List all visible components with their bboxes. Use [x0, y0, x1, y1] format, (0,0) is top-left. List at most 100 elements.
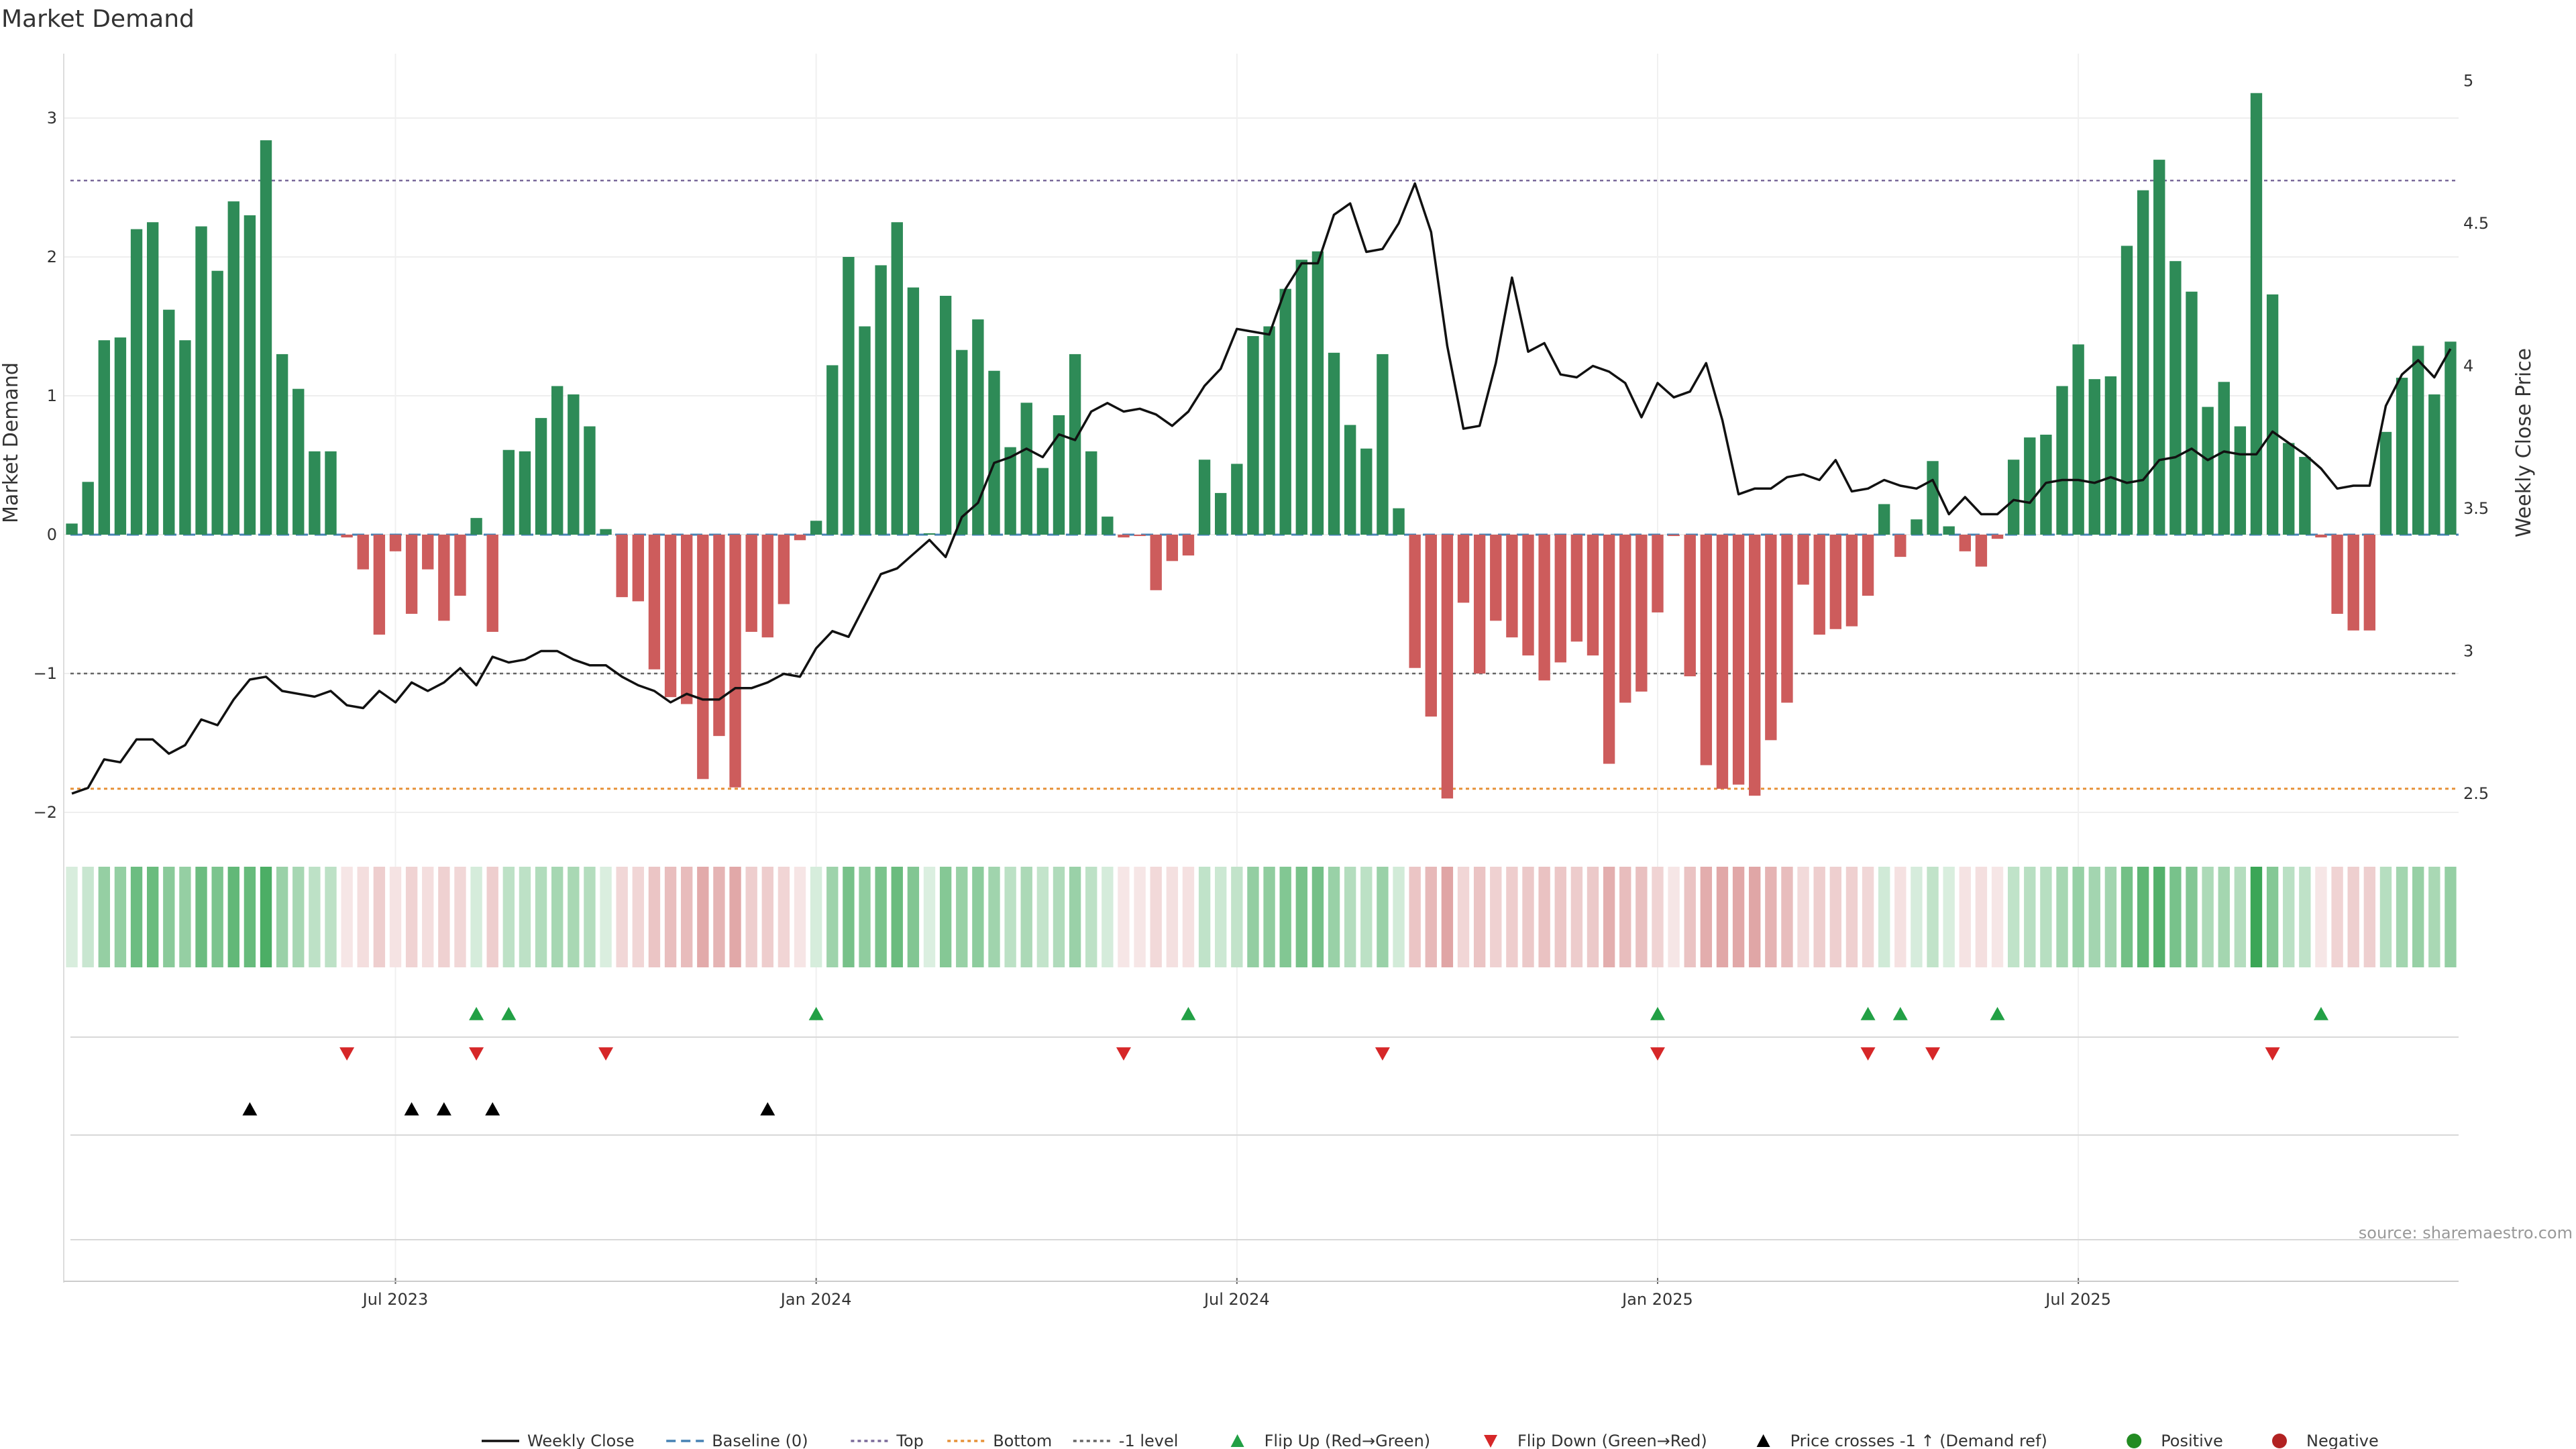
heat-cell: [1085, 867, 1097, 967]
heat-cell: [680, 867, 693, 967]
heat-cell: [1215, 867, 1227, 967]
demand-bar: [114, 337, 127, 535]
demand-bar: [1263, 326, 1275, 535]
heat-cell: [1166, 867, 1179, 967]
demand-bar: [729, 535, 741, 788]
demand-bar: [2412, 345, 2424, 535]
heat-cell: [843, 867, 855, 967]
heat-cell: [1829, 867, 1842, 967]
heat-cell: [114, 867, 127, 967]
heat-cell: [1360, 867, 1373, 967]
legend: Weekly Close Baseline (0) Top Bottom -1 leve…: [482, 1432, 2379, 1449]
heat-cell: [600, 867, 612, 967]
heat-cell: [66, 867, 78, 967]
demand-bar: [1328, 352, 1340, 535]
heat-cell: [260, 867, 272, 967]
heat-cell: [244, 867, 256, 967]
heat-cell: [794, 867, 806, 967]
heat-cell: [1134, 867, 1146, 967]
heat-cell: [923, 867, 936, 967]
heat-cell: [2266, 867, 2279, 967]
demand-bar: [486, 535, 498, 632]
demand-bar: [325, 451, 337, 535]
heat-cell: [1813, 867, 1825, 967]
demand-bar: [2104, 376, 2117, 535]
heat-cell: [745, 867, 757, 967]
heat-cell: [1490, 867, 1502, 967]
demand-bar: [1570, 535, 1583, 642]
flip-markers: [242, 1007, 2328, 1116]
demand-bar: [1991, 535, 2004, 539]
demand-bar: [2007, 460, 2020, 535]
heat-cell: [1441, 867, 1454, 967]
heat-cell: [729, 867, 741, 967]
y-axis-title: Market Demand: [0, 362, 23, 523]
demand-bar: [130, 229, 143, 535]
flip-up-marker: [1892, 1007, 1908, 1020]
demand-bar: [1457, 535, 1470, 603]
demand-bar: [1020, 402, 1032, 535]
heat-cell: [146, 867, 159, 967]
y-tick-label: 3: [47, 109, 57, 127]
heat-cell: [1522, 867, 1534, 967]
demand-bar: [438, 535, 450, 621]
demand-bar: [2363, 535, 2376, 631]
demand-bar: [1118, 535, 1130, 538]
price-cross-marker: [485, 1102, 500, 1116]
heat-cell: [82, 867, 94, 967]
demand-bar: [2121, 246, 2133, 535]
heat-cell: [2363, 867, 2376, 967]
demand-bar: [260, 140, 272, 535]
demand-bar: [1506, 535, 1518, 638]
demand-bar: [1311, 251, 1324, 535]
demand-bar: [1441, 535, 1454, 799]
demand-bars: [66, 93, 2457, 799]
y2-tick-label: 3.5: [2463, 499, 2489, 518]
weekly-close-line: [71, 182, 2452, 795]
demand-bar: [1797, 535, 1809, 585]
demand-bar: [1198, 460, 1211, 535]
heat-cell: [1716, 867, 1729, 967]
demand-bar: [2024, 437, 2036, 535]
demand-bar: [1166, 535, 1179, 561]
heat-cell: [697, 867, 709, 967]
demand-bar: [1215, 492, 1227, 535]
y2-tick-label: 5: [2463, 72, 2473, 91]
flip-down-marker: [1116, 1047, 1131, 1061]
flip-down-marker: [1925, 1047, 1941, 1061]
heat-cell: [2218, 867, 2230, 967]
flip-up-marker: [1990, 1007, 2005, 1020]
legend-swatch: [2272, 1434, 2287, 1448]
heat-cell: [2315, 867, 2327, 967]
heat-cell: [777, 867, 790, 967]
legend-item: Flip Up (Red→Green): [1230, 1432, 1430, 1449]
heat-cell: [309, 867, 321, 967]
heat-cell: [422, 867, 434, 967]
price-cross-marker: [404, 1102, 419, 1116]
legend-swatch: [2127, 1434, 2142, 1448]
x-tick-label: Jan 2024: [780, 1290, 852, 1309]
demand-bar: [1053, 415, 1065, 535]
chart-title: Market Demand: [1, 5, 195, 33]
heat-cell: [1603, 867, 1615, 967]
demand-bar: [309, 451, 321, 535]
heat-cell: [373, 867, 386, 967]
heat-cell: [875, 867, 887, 967]
heat-cell: [1765, 867, 1777, 967]
heat-cell: [1457, 867, 1470, 967]
demand-bar: [357, 535, 369, 570]
demand-bar: [680, 535, 693, 704]
demand-bar: [2428, 394, 2440, 535]
demand-bar: [1085, 451, 1097, 535]
demand-bar: [988, 370, 1000, 535]
y2-tick-label: 4.5: [2463, 214, 2489, 233]
demand-bar: [1911, 519, 1923, 535]
demand-bar: [616, 535, 628, 598]
heat-cell: [2024, 867, 2036, 967]
heat-cell: [939, 867, 952, 967]
heat-cell: [2412, 867, 2424, 967]
heat-cell: [2234, 867, 2247, 967]
heat-cell: [972, 867, 984, 967]
legend-item: Bottom: [947, 1432, 1052, 1449]
